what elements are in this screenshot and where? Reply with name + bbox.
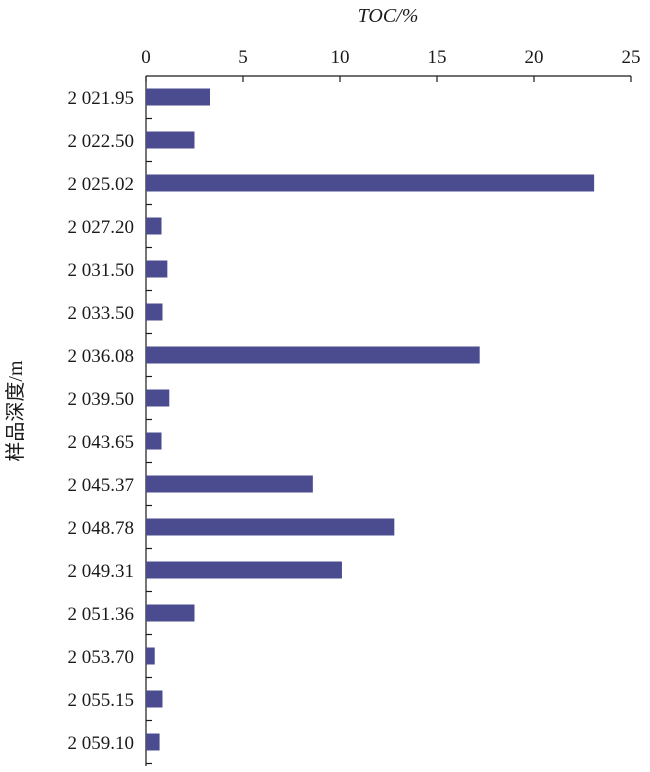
y-tick-label: 2 053.70 xyxy=(68,647,135,668)
x-tick-label: 20 xyxy=(525,47,544,68)
y-tick-label: 2 033.50 xyxy=(68,303,135,324)
y-tick-label: 2 031.50 xyxy=(68,260,135,281)
y-tick-label: 2 027.20 xyxy=(68,217,135,238)
bar xyxy=(146,518,395,536)
y-tick-label: 2 022.50 xyxy=(68,131,135,152)
y-tick-label: 2 055.15 xyxy=(68,690,135,711)
x-tick-label: 15 xyxy=(428,47,447,68)
bar xyxy=(146,217,162,235)
x-tick-label: 5 xyxy=(238,47,248,68)
y-tick-label: 2 059.10 xyxy=(68,733,135,754)
bar xyxy=(146,389,170,407)
y-axis-title: 样品深度/m xyxy=(4,360,27,462)
bar xyxy=(146,174,595,192)
bar xyxy=(146,303,163,321)
x-axis-ticks: 0 5 10 15 20 25 xyxy=(141,47,641,82)
y-tick-label: 2 039.50 xyxy=(68,389,135,410)
bar xyxy=(146,346,480,364)
y-tick-label: 2 051.36 xyxy=(68,604,135,625)
x-tick-label: 10 xyxy=(331,47,350,68)
y-tick-label: 2 045.37 xyxy=(68,475,135,496)
y-tick-label: 2 049.31 xyxy=(68,561,135,582)
y-tick-label: 2 025.02 xyxy=(68,174,135,195)
x-tick-label: 25 xyxy=(622,47,641,68)
bar xyxy=(146,260,168,278)
bar xyxy=(146,131,195,149)
bar xyxy=(146,733,160,751)
y-tick-label: 2 021.95 xyxy=(68,88,135,109)
bar xyxy=(146,647,155,665)
y-axis-ticks: 2 021.95 2 022.50 2 025.02 2 027.20 2 031.50… xyxy=(68,88,152,765)
bar xyxy=(146,690,163,708)
x-axis-title: TOC/% xyxy=(358,5,419,27)
y-tick-label: 2 036.08 xyxy=(68,346,135,367)
bar xyxy=(146,604,195,622)
bars xyxy=(146,88,595,751)
x-tick-label: 0 xyxy=(141,47,151,68)
bar xyxy=(146,561,342,579)
y-tick-label: 2 048.78 xyxy=(68,518,135,539)
bar xyxy=(146,88,211,106)
bar xyxy=(146,432,162,450)
y-tick-label: 2 043.65 xyxy=(68,432,135,453)
bar xyxy=(146,475,313,493)
